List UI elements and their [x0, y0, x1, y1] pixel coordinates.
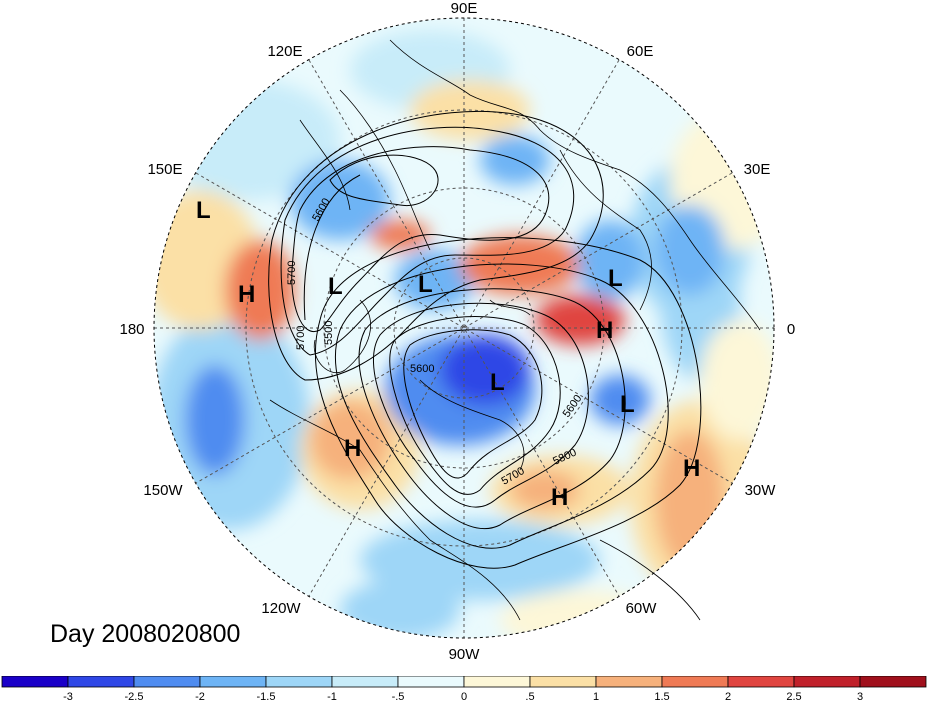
high-pressure-marker: H: [551, 484, 568, 511]
lon-label-90e: 90E: [451, 0, 478, 17]
map-boundary: [153, 17, 775, 639]
colorbar-box: [463, 676, 531, 688]
colorbar-box: [331, 676, 399, 688]
coastlines: [269, 39, 761, 621]
longitude-labels: 90E 120E 60E 150E 30E 180 0 150W 30W 120…: [119, 0, 795, 663]
colorbar-tick-label: .5: [525, 691, 534, 702]
colorbar-tick-label: -.5: [392, 691, 405, 702]
lon-label-60w: 60W: [626, 600, 658, 617]
colorbar-tick-label: -1: [327, 691, 337, 702]
colorbar-tick-label: 1: [593, 691, 599, 702]
pressure-markers: L H L L L H L L H H H: [196, 197, 700, 511]
lon-label-30w: 30W: [745, 482, 777, 499]
colorbar-tick-label: 2: [725, 691, 731, 702]
colorbar-box: [661, 676, 729, 688]
colorbar-box: [859, 676, 927, 688]
lon-label-180: 180: [119, 321, 144, 338]
high-pressure-marker: H: [238, 281, 255, 308]
colorbar-tick-label: -2.5: [125, 691, 144, 702]
colorbar-box: [67, 676, 135, 688]
high-pressure-marker: H: [596, 317, 613, 344]
colorbar-box: [727, 676, 795, 688]
colorbar-box: [397, 676, 465, 688]
colorbar-tick-label: 0: [461, 691, 467, 702]
contour-label: 5700: [295, 326, 307, 350]
colorbar-tick-label: -3: [63, 691, 73, 702]
colorbar-box: [133, 676, 201, 688]
colorbar-box: [1, 676, 69, 688]
height-contours: [268, 110, 702, 569]
low-pressure-marker: L: [418, 271, 433, 298]
colorbar-box: [793, 676, 861, 688]
lon-label-90w: 90W: [449, 646, 481, 663]
lon-label-150w: 150W: [143, 482, 183, 499]
colorbar-tick-label: -1.5: [257, 691, 276, 702]
lon-label-150e: 150E: [147, 161, 182, 178]
high-pressure-marker: H: [683, 455, 700, 482]
high-pressure-marker: H: [344, 435, 361, 462]
colorbar-tick-label: 2.5: [786, 691, 801, 702]
anomaly-field: [154, 18, 774, 638]
colorbar: -3 -2.5 -2 -1.5 -1 -.5 0 .5 1 1.5 2 2.5 3: [1, 676, 927, 702]
low-pressure-marker: L: [196, 197, 211, 224]
contour-label: 5500: [323, 321, 335, 345]
low-pressure-marker: L: [608, 265, 623, 292]
lon-label-60e: 60E: [627, 43, 654, 60]
colorbar-box: [529, 676, 597, 688]
lon-label-120e: 120E: [267, 43, 302, 60]
colorbar-box: [199, 676, 267, 688]
colorbar-tick-label: -2: [195, 691, 205, 702]
low-pressure-marker: L: [620, 391, 635, 418]
contour-label: 5700: [286, 261, 298, 285]
colorbar-box: [265, 676, 333, 688]
day-title: Day 2008020800: [50, 620, 241, 648]
colorbar-tick-label: 1.5: [654, 691, 669, 702]
lon-label-30e: 30E: [744, 161, 771, 178]
low-pressure-marker: L: [490, 369, 505, 396]
low-pressure-marker: L: [328, 273, 343, 300]
lon-label-0: 0: [787, 321, 795, 338]
contour-label: 5600: [410, 363, 434, 375]
colorbar-box: [595, 676, 663, 688]
lon-label-120w: 120W: [261, 600, 301, 617]
colorbar-tick-label: 3: [857, 691, 863, 702]
